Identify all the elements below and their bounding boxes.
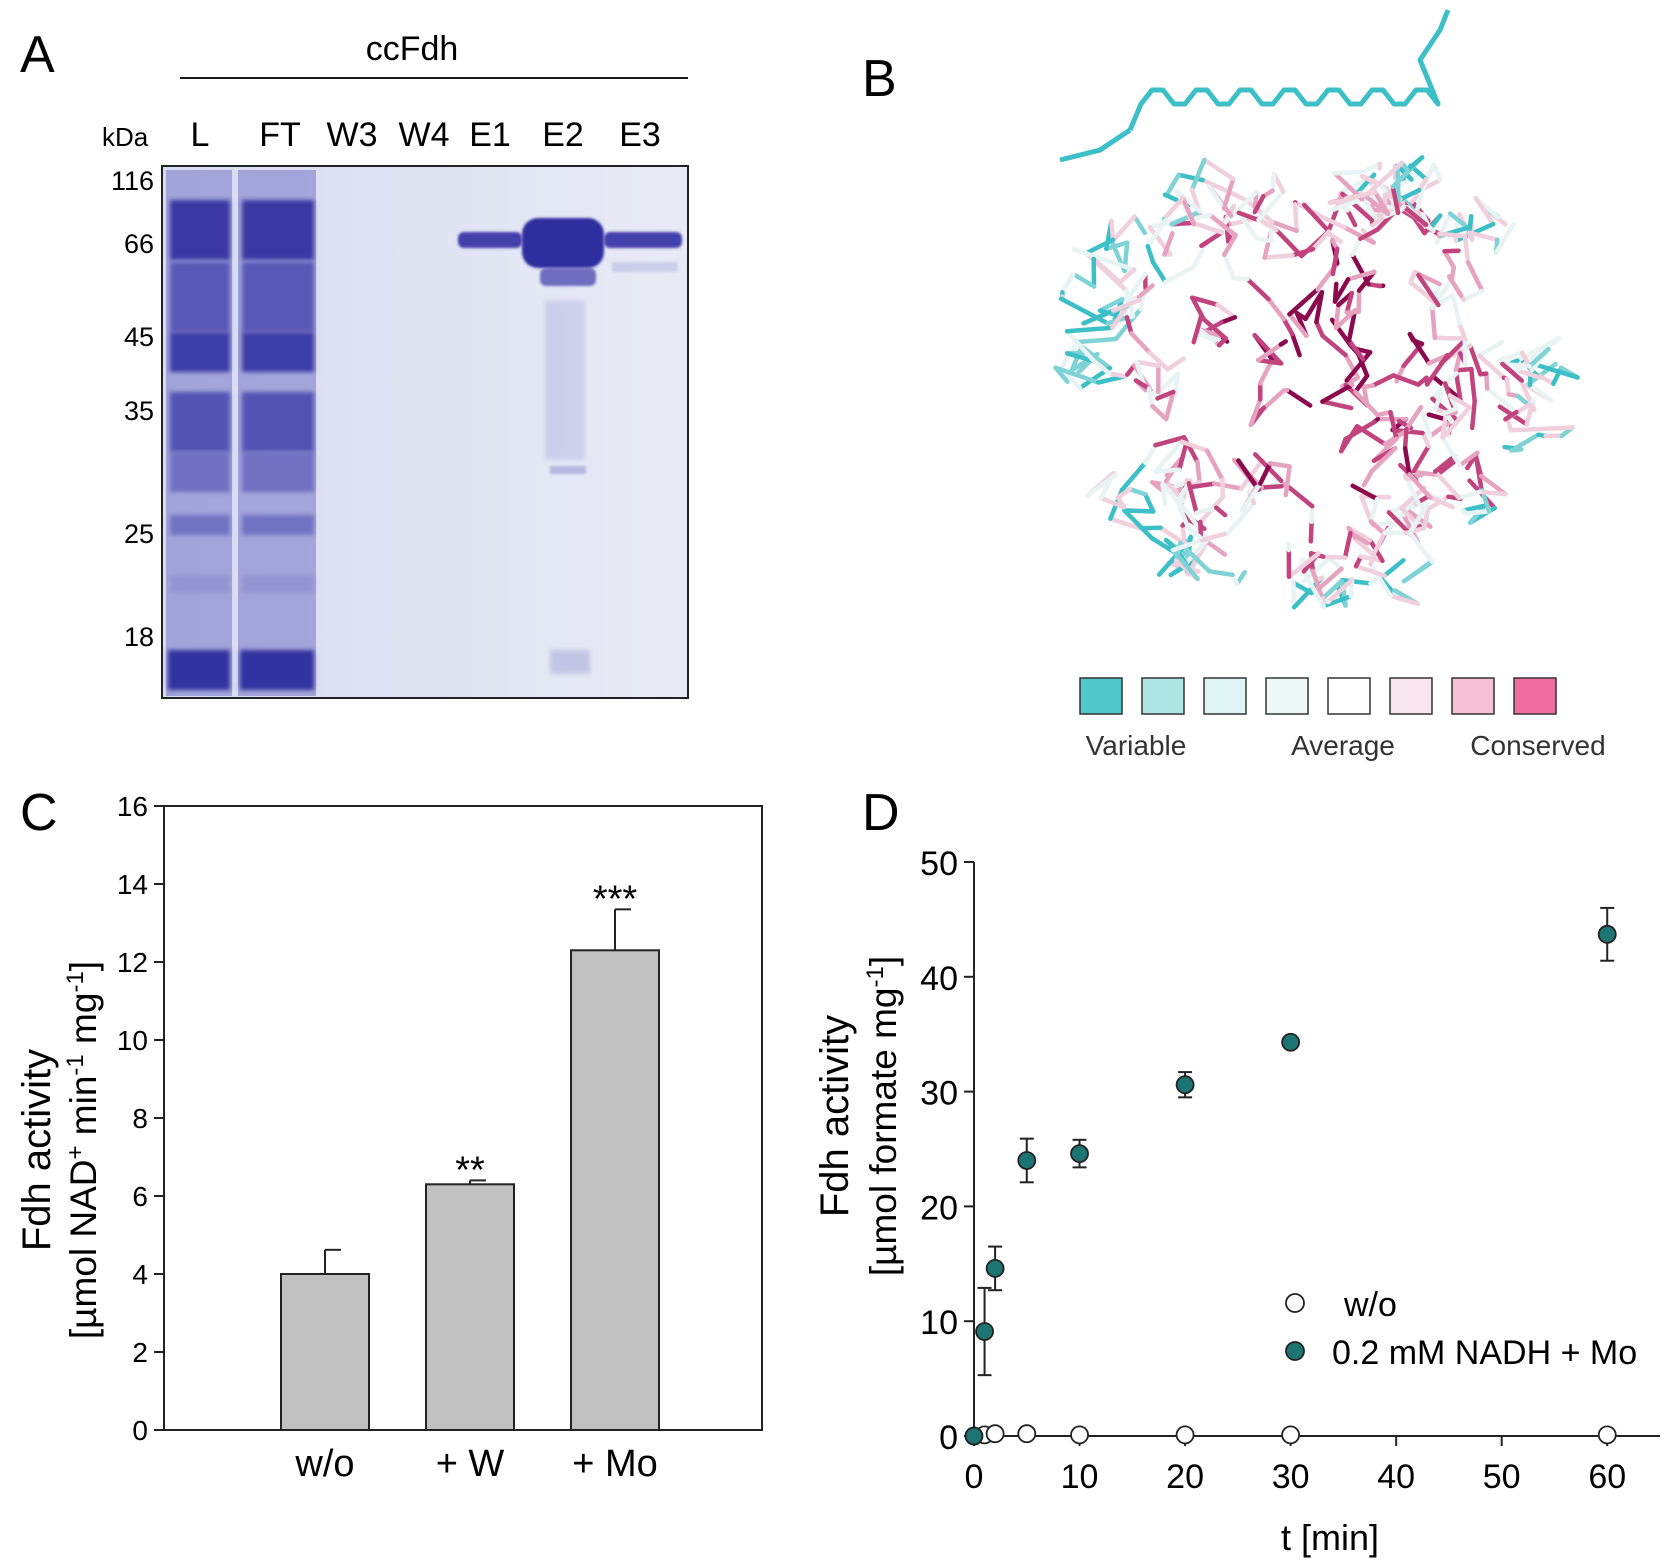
legend-swatch-3 [1203,677,1247,715]
legend-swatch-6 [1389,677,1433,715]
chart-d-legend-label-wo: w/o [1343,1286,1397,1324]
chart-d-ytick-label: 40 [920,960,958,998]
lane-label-e2: E2 [542,116,584,154]
legend-swatch-8 [1513,677,1557,715]
chart-c-category-label: + Mo [572,1443,658,1485]
chart-c-ylabel-line2: [µmol NAD+ min-1 mg-1] [62,961,105,1339]
chart-d-ytick-label: 30 [920,1075,958,1113]
chart-d-point-nadh-mo [1175,1075,1195,1095]
chart-c-plot: 0 2 4 6 8 10 12 14 16 w/o ** + W *** + Mo [117,791,660,1485]
lane-label-e1: E1 [469,116,511,154]
chart-d-ytick-label: 0 [939,1419,958,1457]
chart-d-point-wo [1017,1424,1037,1444]
gel-lane-e2 [522,218,604,674]
chart-d-point-wo [1175,1425,1195,1445]
gel-lane-ft [238,170,316,696]
chart-d-point-wo [1281,1425,1301,1445]
marker-label-66: 66 [124,229,154,259]
panel-d: D Fdh activity [µmol formate mg-1] 0 10 20… [813,784,1660,1558]
chart-d-point-nadh-mo [1070,1144,1089,1163]
chart-d-point-wo [1597,1425,1617,1445]
panel-a-label: A [20,26,55,84]
chart-d-xlabel: t [min] [1281,1517,1379,1558]
gel-unit-label: kDa [102,122,149,152]
chart-d-legend-marker-wo [1285,1293,1305,1313]
chart-d-xtick-label: 50 [1483,1458,1521,1496]
lane-label-w3: W3 [327,116,378,154]
chart-d-xtick-label: 10 [1061,1458,1099,1496]
legend-swatch-1 [1079,677,1123,715]
panel-b-label: B [862,50,897,108]
legend-label-conserved: Conserved [1470,730,1605,761]
lane-label-w4: W4 [399,116,450,154]
lane-labels: L FT W3 W4 E1 E2 E3 [191,116,661,154]
chart-c-ytick-label: 14 [117,869,148,900]
chart-d-ylabel-line1: Fdh activity [813,1015,857,1217]
chart-d-ylabel-line2: [µmol formate mg-1] [862,956,905,1276]
chart-d-point-nadh-mo [1281,1032,1301,1052]
chart-d-point-nadh-mo [975,1322,994,1341]
gel-header: ccFdh [366,30,459,68]
legend-swatch-2 [1141,677,1185,715]
lane-label-l: L [191,116,210,154]
chart-c-ytick-label: 8 [132,1103,148,1134]
chart-c-category-label: + W [436,1443,505,1485]
chart-c-ytick-label: 2 [132,1337,148,1368]
panel-c-label: C [20,784,58,842]
chart-d-point-wo [1070,1425,1089,1445]
panel-b: B Variable Average Conserved [862,9,1606,761]
chart-c-bar [570,949,660,1431]
marker-label-35: 35 [124,396,154,426]
chart-c-ylabel-line1: Fdh activity [15,1049,59,1251]
panel-c: C Fdh activity [µmol NAD+ min-1 mg-1] 0 2… [15,784,763,1485]
chart-c-ytick-label: 4 [132,1259,148,1290]
chart-d-legend-label-nadh-mo: 0.2 mM NADH + Mo [1332,1334,1637,1372]
chart-d-point-nadh-mo [964,1426,984,1446]
chart-c-category-label: w/o [294,1443,354,1485]
chart-d-ytick-label: 10 [920,1304,958,1342]
chart-d-xtick-label: 30 [1272,1458,1310,1496]
chart-c-bar [425,1183,515,1432]
chart-d-xtick-label: 60 [1588,1458,1626,1496]
gel-lane-e1 [458,232,522,248]
marker-label-116: 116 [111,166,154,196]
chart-c-ytick-label: 16 [117,791,148,822]
gel-lane-l [166,170,232,696]
chart-d-ytick-label: 20 [920,1189,958,1227]
chart-d-legend-marker-nadh-mo [1285,1341,1305,1361]
legend-label-average: Average [1291,730,1395,761]
chart-d-point-nadh-mo [1017,1151,1037,1170]
chart-d-point-nadh-mo [1597,924,1617,944]
legend-swatch-4 [1265,677,1309,715]
chart-d-xtick-label: 20 [1166,1458,1204,1496]
marker-label-18: 18 [124,622,154,652]
chart-d-xtick-label: 0 [965,1458,984,1496]
marker-labels: 116 66 45 35 25 18 [111,166,154,652]
chart-c-ytick-label: 10 [117,1025,148,1056]
marker-label-25: 25 [124,519,154,549]
lane-label-ft: FT [259,116,301,154]
gel-lane-e3 [604,232,682,272]
chart-c-ytick-label: 0 [132,1415,148,1446]
panel-a: A ccFdh kDa L FT W3 W4 E1 E2 E3 116 66 45 35 25 18 [20,26,689,699]
chart-c-ytick-label: 12 [117,947,148,978]
conservation-legend [1079,677,1557,715]
marker-label-45: 45 [124,322,154,352]
legend-swatch-5 [1327,677,1371,715]
chart-d-point-nadh-mo [985,1258,1005,1278]
chart-c-significance: *** [593,878,638,920]
chart-c-bar [280,1273,370,1431]
chart-d-ytick-label: 50 [920,845,958,883]
panel-d-label: D [862,784,900,842]
chart-c-significance: ** [455,1149,485,1191]
legend-swatch-7 [1451,677,1495,715]
protein-structure-image [1053,9,1580,610]
legend-label-variable: Variable [1086,730,1187,761]
lane-label-e3: E3 [619,116,661,154]
chart-d-point-wo [985,1424,1005,1444]
chart-c-ytick-label: 6 [132,1181,148,1212]
chart-d-plot: 0 10 20 30 40 50 0 10 20 30 40 50 60 t [min] w/o 0.2 mM… [920,845,1660,1558]
chart-d-xtick-label: 40 [1377,1458,1415,1496]
